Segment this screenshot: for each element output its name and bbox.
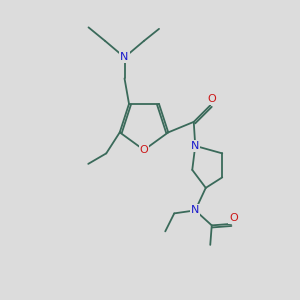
Text: N: N xyxy=(191,206,200,215)
Text: N: N xyxy=(191,141,200,151)
Text: N: N xyxy=(120,52,129,62)
Text: O: O xyxy=(207,94,216,104)
Text: O: O xyxy=(140,145,148,155)
Text: O: O xyxy=(229,213,238,223)
